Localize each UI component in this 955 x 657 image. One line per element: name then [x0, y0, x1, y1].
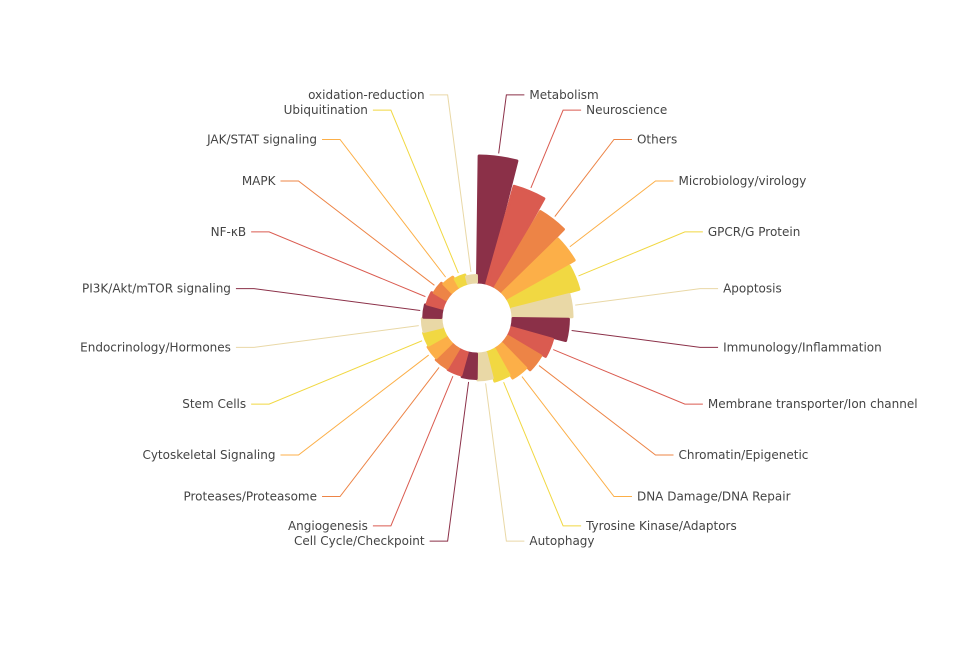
slice-label-tyrosine-kinase-adaptors: Tyrosine Kinase/Adaptors: [585, 519, 737, 533]
leader-line-metabolism: [498, 94, 525, 154]
slice-cell-cycle-checkpoint[interactable]: [460, 351, 479, 380]
slice-label-proteases-proteasome: Proteases/Proteasome: [183, 490, 317, 504]
slice-label-gpcr-g-protein: GPCR/G Protein: [708, 225, 800, 239]
leader-line-immunology-inflammation: [571, 329, 719, 348]
slice-microbiology-virology[interactable]: [501, 237, 576, 302]
slice-label-mapk: MAPK: [242, 174, 277, 188]
leader-line-pi3k-akt-mtor-signaling: [235, 288, 421, 312]
leader-line-jak-stat-signaling: [322, 138, 447, 278]
slice-label-endocrinology-hormones: Endocrinology/Hormones: [80, 340, 231, 354]
slice-others[interactable]: [493, 210, 565, 294]
leader-line-ubiquitination: [372, 109, 459, 274]
slice-label-membrane-transporter-ion-channel: Membrane transporter/Ion channel: [708, 397, 918, 411]
slice-neuroscience[interactable]: [485, 184, 546, 289]
slice-label-autophagy: Autophagy: [529, 534, 594, 548]
slice-label-immunology-inflammation: Immunology/Inflammation: [723, 340, 882, 354]
leader-line-cell-cycle-checkpoint: [429, 381, 470, 542]
slice-nf-b[interactable]: [425, 291, 448, 310]
slice-label-angiogenesis: Angiogenesis: [288, 519, 368, 533]
leader-line-chromatin-epigenetic: [538, 365, 674, 456]
leader-line-tyrosine-kinase-adaptors: [503, 382, 582, 527]
leader-line-cytoskeletal-signaling: [280, 354, 430, 456]
leader-line-mapk: [280, 180, 435, 286]
slice-gpcr-g-protein[interactable]: [506, 264, 581, 310]
slice-angiogenesis[interactable]: [446, 347, 469, 377]
leader-line-angiogenesis: [372, 376, 454, 527]
slice-label-cell-cycle-checkpoint: Cell Cycle/Checkpoint: [294, 534, 425, 548]
leader-line-gpcr-g-protein: [578, 231, 703, 277]
slice-label-metabolism: Metabolism: [529, 88, 598, 102]
slice-proteases-proteasome[interactable]: [434, 342, 461, 370]
slice-metabolism[interactable]: [475, 154, 519, 285]
slice-label-microbiology-virology: Microbiology/virology: [679, 174, 807, 188]
slice-label-apoptosis: Apoptosis: [723, 282, 782, 296]
leader-line-oxidation-reduction: [429, 94, 472, 272]
slice-label-stem-cells: Stem Cells: [182, 397, 246, 411]
leader-line-stem-cells: [251, 340, 423, 405]
leader-line-membrane-transporter-ion-channel: [553, 349, 703, 405]
slice-label-dna-damage-dna-repair: DNA Damage/DNA Repair: [637, 490, 791, 504]
slice-dna-damage-dna-repair[interactable]: [493, 342, 528, 380]
slice-label-jak-stat-signaling: JAK/STAT signaling: [206, 132, 317, 146]
slice-label-others: Others: [637, 132, 677, 146]
slice-endocrinology-hormones[interactable]: [420, 316, 444, 333]
slice-tyrosine-kinase-adaptors[interactable]: [485, 347, 511, 383]
slice-label-ubiquitination: Ubiquitination: [284, 103, 368, 117]
slice-apoptosis[interactable]: [510, 293, 574, 320]
leader-line-proteases-proteasome: [322, 367, 440, 498]
slice-membrane-transporter-ion-channel[interactable]: [506, 326, 555, 358]
slice-stem-cells[interactable]: [422, 326, 448, 347]
slice-oxidation-reduction[interactable]: [465, 274, 479, 285]
leader-line-microbiology-virology: [569, 180, 674, 248]
slice-group: [420, 154, 581, 383]
slice-label-neuroscience: Neuroscience: [586, 103, 667, 117]
slice-ubiquitination[interactable]: [453, 273, 469, 289]
slice-label-chromatin-epigenetic: Chromatin/Epigenetic: [679, 448, 809, 462]
slice-label-nf-b: NF-κB: [211, 225, 247, 239]
leader-line-endocrinology-hormones: [235, 325, 419, 348]
slice-immunology-inflammation[interactable]: [510, 316, 570, 343]
slice-mapk[interactable]: [432, 281, 453, 302]
slice-cytoskeletal-signaling[interactable]: [426, 334, 453, 360]
slice-label-oxidation-reduction: oxidation-reduction: [308, 88, 425, 102]
leader-line-nf-b: [251, 231, 426, 298]
slice-autophagy[interactable]: [475, 351, 494, 382]
leader-line-autophagy: [485, 383, 525, 542]
slice-label-cytoskeletal-signaling: Cytoskeletal Signaling: [142, 448, 275, 462]
leader-line-apoptosis: [575, 288, 719, 306]
leader-line-others: [554, 138, 632, 217]
leader-line-dna-damage-dna-repair: [521, 376, 632, 498]
leader-line-group: [235, 94, 719, 542]
slice-label-pi3k-akt-mtor-signaling: PI3K/Akt/mTOR signaling: [82, 282, 231, 296]
slice-chromatin-epigenetic[interactable]: [501, 334, 543, 372]
leader-line-neuroscience: [530, 109, 582, 189]
